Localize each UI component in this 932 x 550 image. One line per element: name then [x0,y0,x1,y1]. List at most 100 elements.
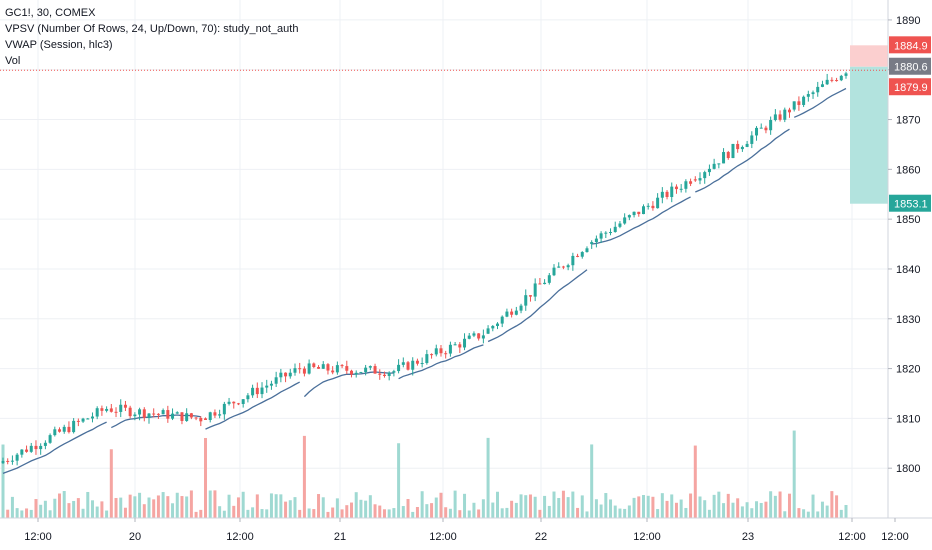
volume-bar-up [533,496,537,518]
volume-bar-up [354,492,358,518]
vwap-segment [793,87,847,118]
volume-bar-up [411,511,415,518]
candle-up [62,426,66,432]
volume-bar-up [29,509,33,518]
candle-up [425,354,429,364]
time-tick-label: 12:00 [24,531,52,543]
legend-vwap[interactable]: VWAP (Session, hlc3) [5,39,113,51]
volume-bar-up [599,504,603,518]
volume-bar-up [481,499,485,518]
candle-up [10,460,14,462]
entry-price-label: 1880.6 [894,62,928,74]
volume-bar-up [218,506,222,518]
volume-bar-up [811,494,815,518]
candle-up [175,412,179,414]
candle-down [350,370,354,375]
volume-bar-down [576,507,580,518]
volume-bar-down [444,507,448,518]
volume-bar-up [288,500,292,518]
volume-bar-up [448,508,452,518]
volume-bar-up [623,508,627,518]
candle-down [166,410,170,419]
volume-bar-down [232,505,236,518]
candle-down [444,353,448,355]
current-price-label-bg [889,78,931,96]
candle-up [750,135,754,144]
volume-bar-up [750,508,754,518]
vwap-segment [591,196,691,245]
candle-down [236,403,240,405]
legend-symbol[interactable]: GC1!, 30, COMEX [5,7,96,19]
candle-up [293,368,297,373]
volume-bar-down [166,496,170,518]
legend-vpsv[interactable]: VPSV (Number Of Rows, 24, Up/Down, 70): … [5,23,299,35]
candle-down [373,366,377,374]
price-tick-label: 1830 [896,314,920,326]
candle-up [359,372,363,374]
volume-bar-up [722,503,726,518]
volume-bar-down [58,493,62,518]
volume-bar-up [825,505,829,518]
volume-bar-up [543,495,547,518]
time-tick-label: 22 [535,531,547,543]
time-axis[interactable]: 12:00 20 12:00 21 12:00 22 12:00 23 12:00 12:00 [0,517,932,543]
candle-up [260,387,264,395]
candle-up [717,163,721,165]
volume-bar-down [693,445,697,518]
volume-bar-up [171,503,175,518]
candle-down [331,370,335,373]
candle-up [679,188,683,190]
volume-bar-down [317,494,321,518]
candle-up [524,295,528,306]
candle-down [194,417,198,419]
candle-down [778,114,782,120]
volume-bar-down [538,509,542,518]
candle-up [844,73,848,76]
candle-down [528,295,532,297]
candle-up [698,178,702,181]
candle-down [736,143,740,150]
price-axis[interactable]: 1800181018201830184018501860187018801890 [887,0,920,518]
volume-bar-up [95,506,99,518]
candle-up [491,325,495,329]
candle-down [510,311,514,315]
volume-bar-down [528,494,532,518]
volume-bar-up [62,491,66,518]
candle-down [34,445,38,450]
volume-bar-down [477,509,481,518]
volume-bar-up [222,510,226,518]
candle-up [773,114,777,121]
candle-up [552,267,556,276]
candle-down [378,373,382,375]
volume-bar-up [712,494,716,518]
volume-bar-up [359,499,363,518]
volume-bar-up [505,507,509,518]
volume-bar-down [194,511,198,518]
price-tick-label: 1860 [896,164,920,176]
volume-bar-up [679,499,683,518]
candle-down [114,411,118,413]
volume-bar-up [10,496,14,518]
volume-bar-up [759,502,763,518]
candle-up [802,96,806,105]
candle-down [142,409,146,418]
volume-bar-up [293,497,297,518]
candle-up [307,363,311,374]
candle-up [53,429,57,436]
volume-bar-down [100,501,104,518]
candle-up [745,143,749,147]
candle-up [321,364,325,369]
candle-up [792,101,796,110]
volume-bar-up [401,506,405,518]
volume-bar-down [6,509,10,518]
volume-bar-up [397,443,401,518]
legend-vol[interactable]: Vol [5,55,21,67]
volume-bar-up [844,505,848,518]
volume-bar-up [147,497,151,518]
vwap-segment [2,421,107,475]
volume-bar-up [425,504,429,518]
volume-bar-up [368,495,372,518]
take-profit-zone [850,66,888,204]
volume-bar-up [119,497,123,518]
